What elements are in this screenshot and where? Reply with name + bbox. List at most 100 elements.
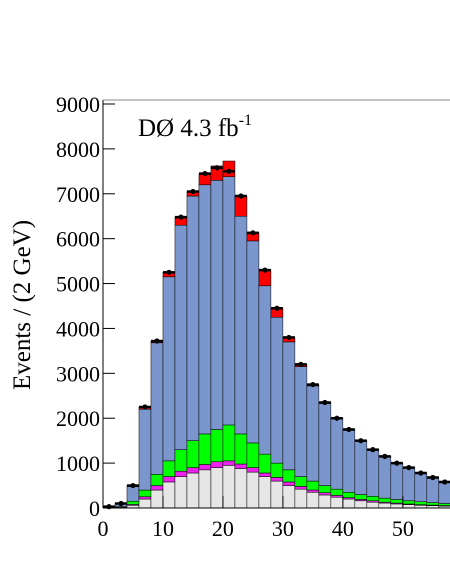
y-tick-label: 4000 <box>56 316 100 341</box>
x-tick-label: 10 <box>152 516 174 541</box>
histogram-segment <box>174 470 188 477</box>
y-tick-label: 2000 <box>56 406 100 431</box>
annotation-text: DØ 4.3 fb <box>138 115 239 142</box>
data-point <box>402 465 415 471</box>
data-point <box>138 404 151 410</box>
data-point-dot <box>274 305 280 311</box>
data-point-dot <box>322 399 328 406</box>
histogram-segment <box>426 502 440 506</box>
histogram-segment <box>342 492 356 498</box>
histogram-segment <box>294 486 308 490</box>
histogram-segment <box>174 224 188 450</box>
histogram-segment <box>162 460 176 477</box>
histogram-segment <box>138 489 152 498</box>
data-point-dot <box>214 165 220 171</box>
data-point-dot <box>286 334 292 341</box>
histogram-segment <box>210 429 224 463</box>
histogram-segment <box>438 503 450 506</box>
data-point <box>114 500 127 507</box>
data-point-dot <box>262 267 268 273</box>
data-point <box>174 214 187 220</box>
histogram-segment <box>186 440 200 468</box>
histogram-segment <box>246 442 260 468</box>
histogram-segment <box>402 504 416 509</box>
histogram-segment <box>246 467 260 473</box>
histogram-segment <box>258 476 272 509</box>
histogram-segment <box>186 195 200 441</box>
y-tick-label: 0 <box>89 496 100 521</box>
histogram-segment <box>198 469 212 509</box>
histogram-segment <box>150 342 164 475</box>
histogram-segment <box>210 467 224 509</box>
histogram-segment <box>210 461 224 468</box>
histogram-segment <box>390 499 404 504</box>
histogram-segment <box>318 492 332 496</box>
histogram-segment <box>246 471 260 509</box>
histogram-segment <box>126 501 140 505</box>
histogram-segment <box>234 215 248 435</box>
data-point-dot <box>310 381 316 388</box>
histogram-segment <box>282 481 296 486</box>
x-tick-label: 50 <box>392 516 414 541</box>
histogram-segment <box>150 485 164 491</box>
data-point-dot <box>238 193 244 199</box>
histogram-segment <box>282 469 296 483</box>
histogram-segment <box>294 476 308 487</box>
histogram-segment <box>258 472 272 477</box>
histogram-segment <box>258 453 272 474</box>
data-point-dot <box>226 168 232 174</box>
data-point <box>390 460 403 466</box>
histogram-segment <box>222 424 236 462</box>
histogram-segment <box>162 481 176 509</box>
histogram-segment <box>138 408 152 491</box>
histogram-segment <box>378 502 392 509</box>
histogram-segment <box>318 485 332 493</box>
data-point <box>186 188 199 195</box>
data-point <box>330 415 343 421</box>
histogram-segment <box>330 418 344 490</box>
y-tick-label: 6000 <box>56 227 100 252</box>
data-point <box>366 447 379 453</box>
data-point-dot <box>178 214 184 220</box>
histogram-segment <box>234 468 248 509</box>
histogram-segment <box>390 463 404 500</box>
histogram-segment <box>258 285 272 455</box>
data-point-dot <box>202 170 208 177</box>
data-point <box>414 470 427 476</box>
y-axis-label: Events / (2 GeV) <box>9 220 36 390</box>
histogram-segment <box>138 498 152 509</box>
histogram-segment <box>198 184 212 435</box>
data-point-dot <box>418 470 424 476</box>
data-point-dot <box>130 482 136 489</box>
data-point-dot <box>358 438 364 444</box>
data-point-dot <box>430 474 436 481</box>
data-point-dot <box>346 426 352 433</box>
y-tick-label: 5000 <box>56 272 100 297</box>
histogram-segment <box>342 498 356 509</box>
histogram-segment <box>318 494 332 509</box>
histogram-segment <box>414 501 428 505</box>
histogram-segment <box>354 500 368 509</box>
histogram-segment <box>174 449 188 472</box>
histogram-segment <box>150 474 164 486</box>
histogram-segment <box>294 366 308 477</box>
data-point <box>210 165 223 171</box>
data-point-dot <box>370 447 376 453</box>
data-point-dot <box>298 361 304 367</box>
data-point-dot <box>154 338 160 344</box>
data-point <box>354 438 367 444</box>
y-tick-label: 8000 <box>56 137 100 162</box>
data-point <box>270 305 283 311</box>
histogram-segment <box>402 467 416 502</box>
histogram-segment <box>186 467 200 474</box>
histogram-segment <box>222 176 236 426</box>
histogram-segment <box>390 503 404 509</box>
x-tick-label: 20 <box>212 516 234 541</box>
histogram-segment <box>234 463 248 469</box>
plot-area <box>103 160 450 510</box>
histogram-segment <box>234 195 248 217</box>
histogram-segment <box>366 449 380 497</box>
histogram-segment <box>438 482 450 504</box>
data-point <box>126 482 139 489</box>
histogram-segment <box>366 501 380 509</box>
